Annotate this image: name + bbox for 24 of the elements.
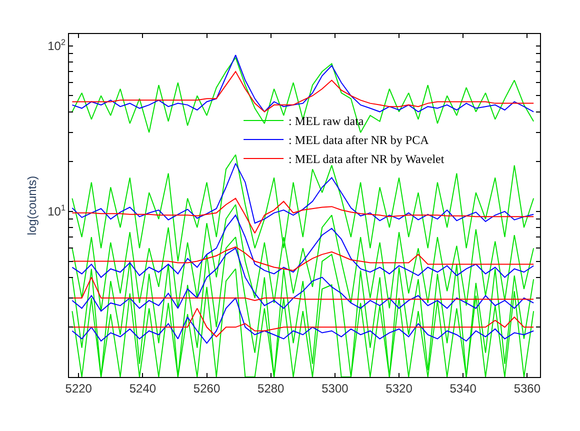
legend-label: : MEL data after NR by Wavelet [288, 152, 445, 166]
line-series [72, 54, 534, 112]
line-series [72, 236, 534, 377]
y-axis-title: log(counts) [24, 176, 39, 236]
line-series [72, 308, 534, 338]
line-series [72, 214, 534, 278]
x-tick-label: 5260 [193, 381, 220, 396]
x-tick-label: 5300 [322, 381, 349, 396]
x-tick-label: 5360 [514, 381, 541, 396]
x-tick-label: 5280 [258, 381, 285, 396]
line-series [72, 71, 534, 112]
x-tick-label: 5240 [129, 381, 156, 396]
line-series [72, 246, 534, 271]
line-series [72, 248, 534, 312]
line-series [72, 57, 534, 133]
legend-label: : MEL data after NR by PCA [288, 133, 430, 148]
x-tick-label: 5340 [450, 381, 477, 396]
y-tick-label: 10$^{1}$ [48, 202, 66, 219]
line-series [72, 276, 534, 301]
x-tick-label: 5220 [65, 381, 92, 396]
line-series [72, 198, 534, 234]
line-series [72, 298, 534, 344]
x-tick-label: 5320 [386, 381, 413, 396]
y-tick-label: 10$^{2}$ [48, 37, 66, 54]
